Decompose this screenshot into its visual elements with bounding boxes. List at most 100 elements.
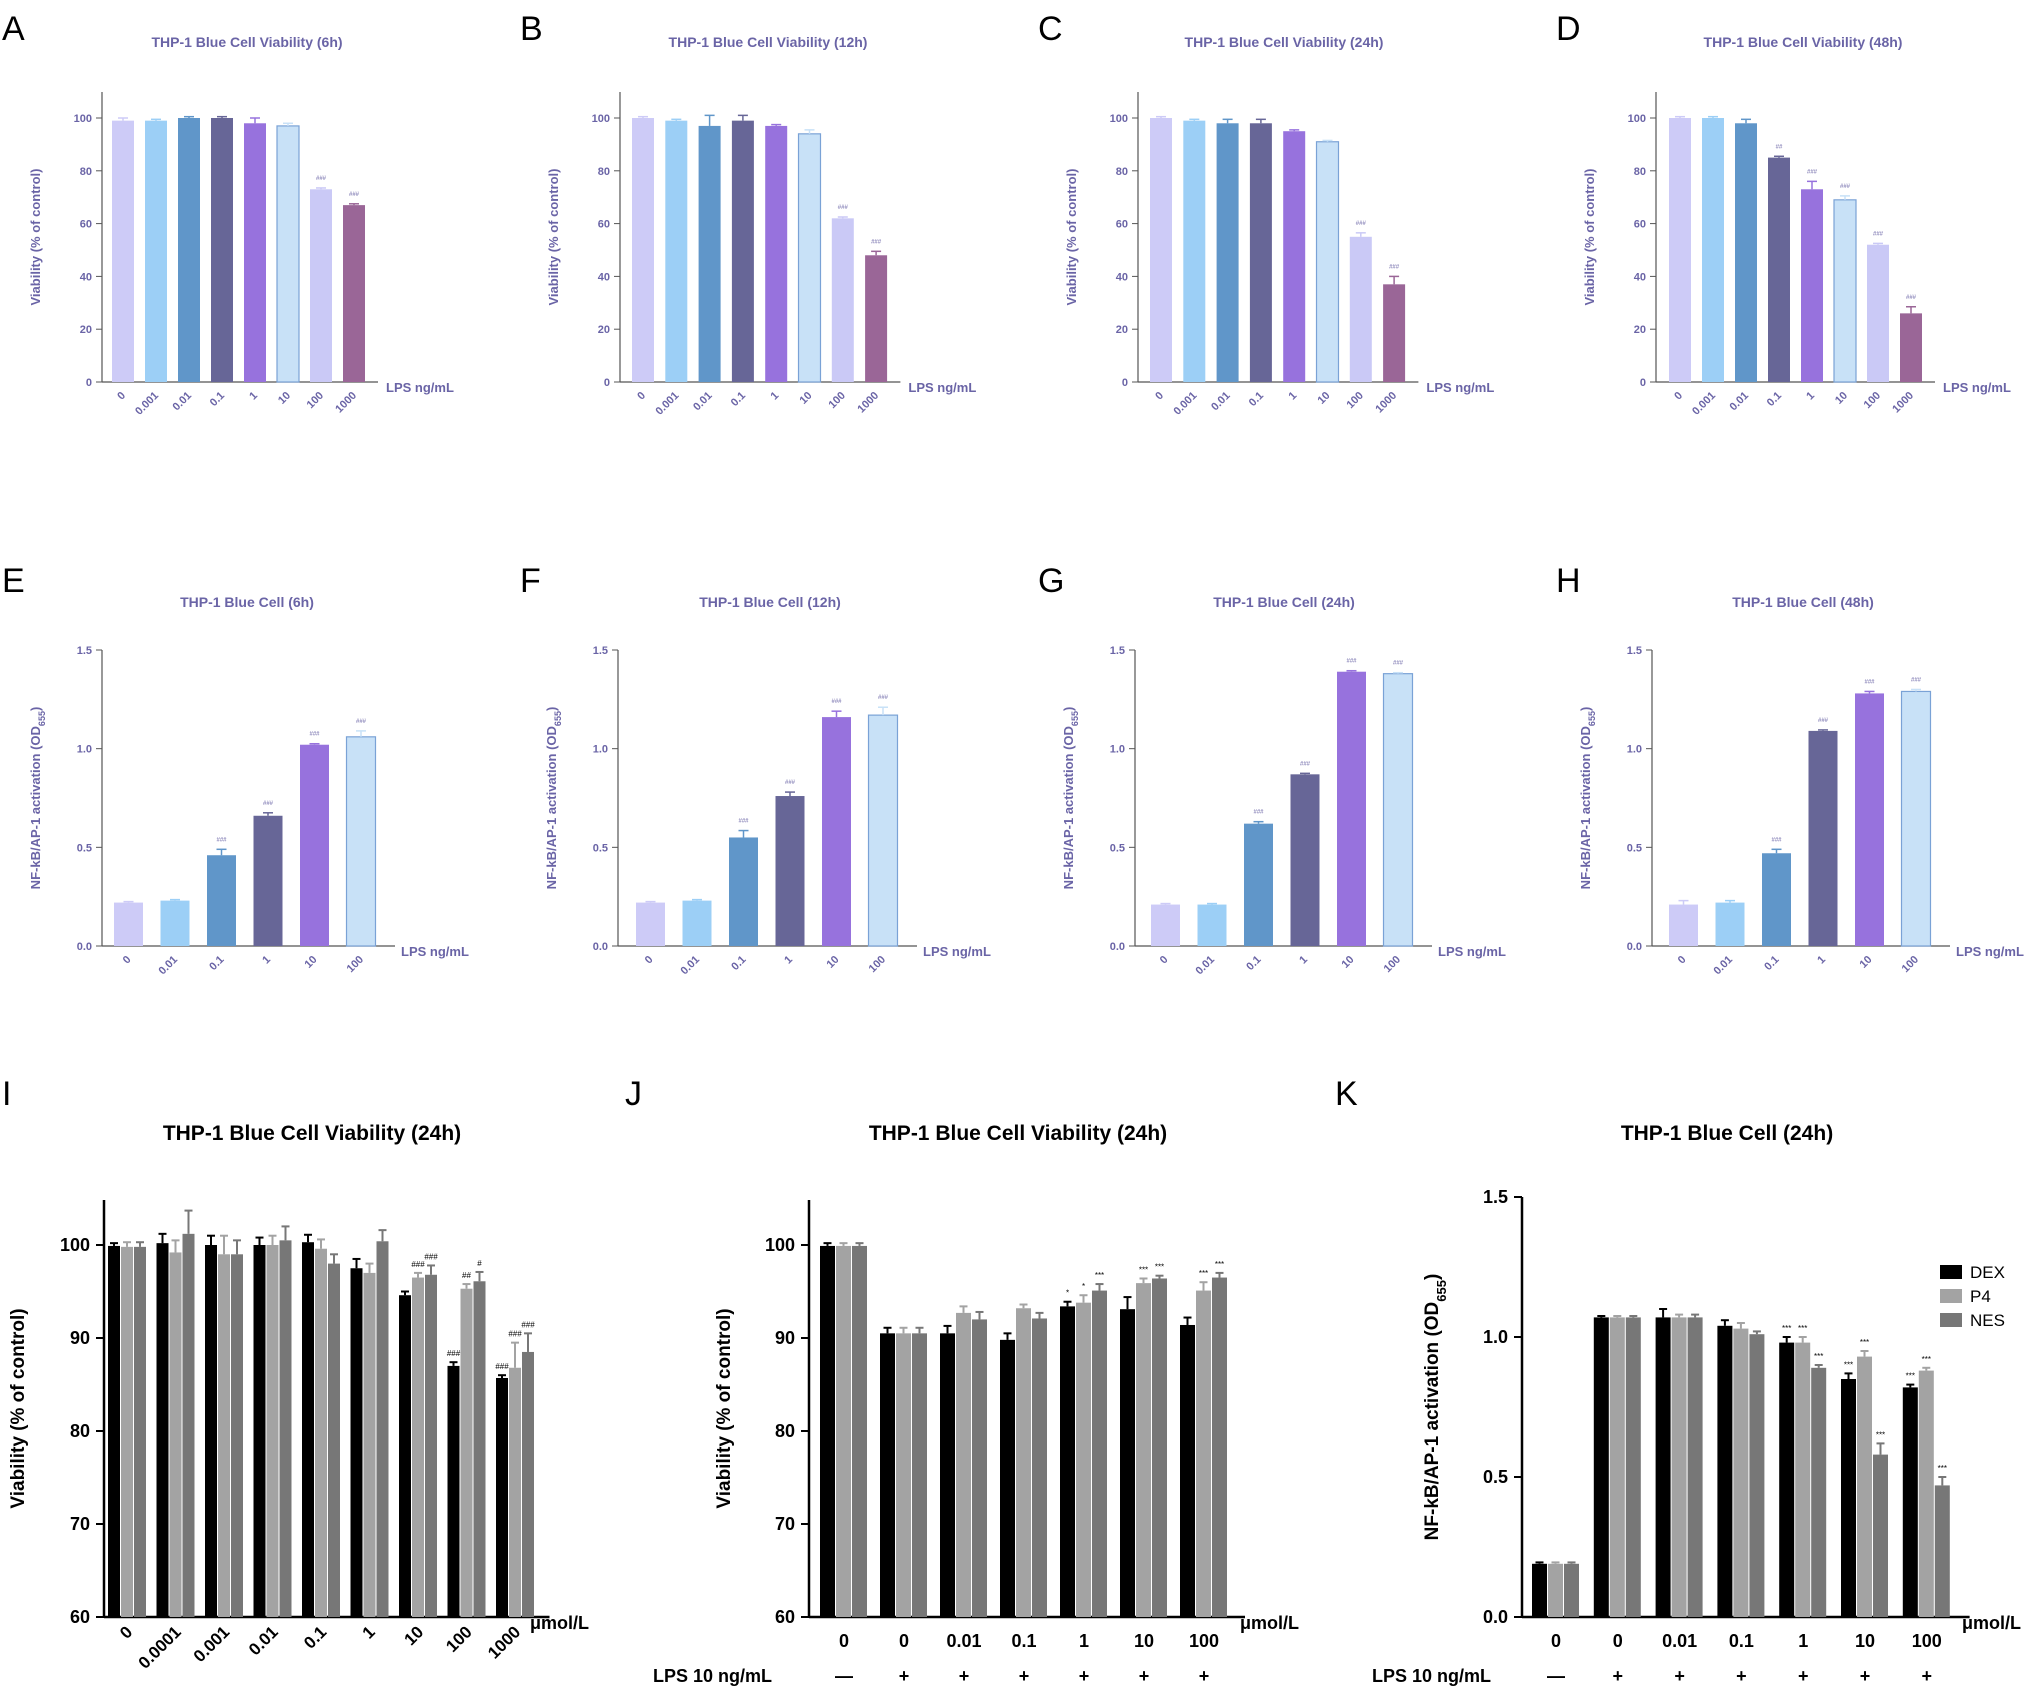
- x-tick-label: 0.1: [1729, 1631, 1754, 1651]
- bar: [145, 120, 167, 382]
- significance-label: ###: [508, 1330, 522, 1339]
- bar: [114, 902, 143, 946]
- x-tick-label: 0.1: [729, 954, 748, 973]
- bar-nes: [1749, 1334, 1765, 1617]
- bar: [178, 118, 200, 382]
- x-axis-unit-label: μmol/L: [1240, 1613, 1299, 1633]
- y-axis-label-main: Viability (% of control): [714, 1308, 735, 1508]
- x-tick-label: 0.01: [170, 390, 194, 414]
- x-tick-label: 0.01: [1209, 390, 1233, 414]
- x-tick-label: 0.01: [1711, 954, 1735, 978]
- significance-label: ###: [263, 801, 274, 807]
- bar-p4: [1076, 1302, 1091, 1617]
- y-tick-label: 0.0: [1627, 941, 1642, 953]
- y-tick-label: 1.5: [1483, 1187, 1508, 1207]
- bar: [160, 900, 190, 946]
- y-axis-label-sub: 655: [1434, 1280, 1449, 1302]
- bar: [1151, 904, 1180, 946]
- bar-dex: [1841, 1379, 1856, 1617]
- chart-title: THP-1 Blue Cell Viability (6h): [151, 34, 342, 50]
- y-axis-label: NF-kB/AP-1 activation (OD655): [1061, 707, 1080, 890]
- legend-swatch: [1940, 1289, 1962, 1303]
- lps-indicator: +: [899, 1666, 910, 1686]
- bar-dex: [1180, 1324, 1195, 1617]
- significance-label: ***: [1215, 1260, 1224, 1269]
- y-tick-label: 40: [80, 271, 92, 283]
- chart-title: THP-1 Blue Cell (48h): [1732, 594, 1874, 610]
- y-axis-label: Viability (% of control): [28, 169, 43, 306]
- bar-dex: [253, 1245, 266, 1617]
- bar-dex: [820, 1245, 835, 1617]
- y-tick-label: 0.5: [593, 842, 608, 854]
- significance-label: *: [1066, 1289, 1069, 1298]
- bar-dex: [1655, 1317, 1671, 1617]
- y-tick-label: 80: [775, 1421, 795, 1441]
- y-tick-label: 1.5: [1627, 645, 1642, 657]
- bar: [1735, 123, 1757, 382]
- lps-indicator: +: [1139, 1666, 1150, 1686]
- y-tick-label: 20: [598, 324, 610, 336]
- y-tick-label: 0.0: [593, 941, 608, 953]
- y-tick-label: 20: [1116, 324, 1128, 336]
- x-tick-label: 0.01: [1662, 1631, 1697, 1651]
- bar: [1768, 157, 1790, 382]
- bar: [632, 118, 654, 382]
- significance-label: ###: [1253, 810, 1264, 816]
- significance-label: ###: [1873, 231, 1884, 237]
- significance-label: ***: [1782, 1324, 1791, 1333]
- significance-label: ###: [349, 192, 360, 198]
- y-tick-label: 60: [598, 219, 610, 231]
- lps-indicator: —: [835, 1666, 853, 1686]
- panel-i: I THP-1 Blue Cell Viability (24h) 60 70 80 90…: [2, 1075, 589, 1673]
- panel-letter: A: [2, 10, 25, 48]
- x-tick-label: 0.1: [1244, 954, 1263, 973]
- x-tick-label: 0: [1672, 390, 1685, 403]
- bar: [665, 120, 688, 382]
- x-tick-label: 10: [276, 390, 293, 407]
- y-tick-label: 1.0: [593, 744, 608, 756]
- bar-nes: [1152, 1278, 1167, 1617]
- bar-nes: [279, 1240, 292, 1617]
- bar-p4: [1733, 1328, 1749, 1617]
- bar-dex: [940, 1333, 955, 1617]
- bar: [1382, 673, 1414, 947]
- y-tick-label: 70: [70, 1514, 90, 1534]
- y-axis-label: Viability (% of control): [1582, 169, 1597, 306]
- bar: [1283, 131, 1306, 382]
- bar-nes: [522, 1351, 534, 1617]
- y-tick-label: 90: [775, 1328, 795, 1348]
- significance-label: ###: [1911, 677, 1922, 683]
- x-axis-unit-label: LPS ng/mL: [908, 380, 976, 395]
- panel-letter: D: [1556, 10, 1581, 48]
- x-tick-label: 100: [305, 390, 326, 411]
- significance-label: ###: [316, 176, 327, 182]
- y-tick-label: 1.0: [1483, 1327, 1508, 1347]
- panel-letter: E: [2, 562, 25, 600]
- x-tick-label: 1000: [1373, 390, 1399, 416]
- bar: [765, 125, 788, 383]
- chart-title: THP-1 Blue Cell (6h): [180, 594, 314, 610]
- bar: [1349, 236, 1372, 382]
- bar: [1315, 141, 1340, 383]
- bar: [797, 133, 822, 383]
- bar: [1290, 774, 1320, 946]
- y-tick-label: 100: [60, 1235, 90, 1255]
- x-tick-label: 10: [302, 954, 319, 971]
- bar: [1216, 123, 1239, 382]
- bar-p4: [363, 1272, 376, 1617]
- chart-title: THP-1 Blue Cell Viability (48h): [1704, 34, 1903, 50]
- x-tick-label: 0: [1613, 1631, 1623, 1651]
- panel-c: C THP-1 Blue Cell Viability (24h) 0 20 40 60 8…: [1038, 10, 1494, 418]
- bar-p4: [121, 1246, 133, 1617]
- bar: [731, 120, 754, 382]
- x-tick-label: 1: [247, 390, 260, 403]
- x-tick-label: 100: [1344, 390, 1365, 411]
- x-tick-label: 0.01: [946, 1631, 981, 1651]
- bar-dex: [880, 1333, 895, 1617]
- y-axis-label-sub: 655: [37, 711, 47, 726]
- bar-nes: [972, 1319, 987, 1617]
- bar-p4: [1196, 1290, 1211, 1617]
- y-tick-label: 80: [1634, 166, 1646, 178]
- x-tick-label: 100: [1900, 954, 1921, 975]
- bar: [1715, 902, 1745, 946]
